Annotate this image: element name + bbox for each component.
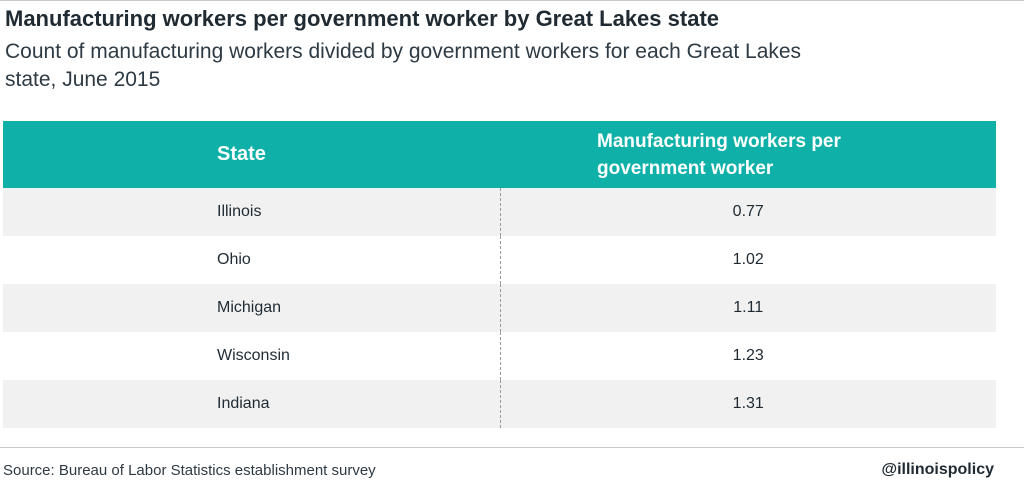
table-row: Wisconsin 1.23 [3,332,996,380]
column-header-ratio: Manufacturing workers per government wor… [500,121,996,188]
chart-title: Manufacturing workers per government wor… [5,6,720,31]
ratio-cell: 1.31 [500,380,996,428]
social-handle: @illinoispolicy [881,461,994,478]
chart-subtitle: Count of manufacturing workers divided b… [5,40,802,91]
table-body: Illinois 0.77 Ohio 1.02 Michigan 1.11 Wisconsi… [3,188,996,428]
state-cell: Michigan [3,284,501,332]
ratio-cell: 0.77 [500,188,996,236]
column-header-state: State [3,121,500,188]
bottom-divider [0,447,1024,448]
state-cell: Wisconsin [3,332,501,380]
column-header-ratio-text: Manufacturing workers per government wor… [597,130,841,179]
table-row: Michigan 1.11 [3,284,996,332]
ratio-cell: 1.23 [500,332,996,380]
state-cell: Ohio [3,236,501,284]
state-cell: Illinois [3,188,501,236]
source-note: Source: Bureau of Labor Statistics estab… [3,462,376,479]
data-table: State Manufacturing workers per governme… [3,121,996,428]
ratio-cell: 1.11 [500,284,996,332]
top-divider [0,0,1024,1]
table-row: Ohio 1.02 [3,236,996,284]
table-row: Illinois 0.77 [3,188,996,236]
table-header-row: State Manufacturing workers per governme… [3,121,996,188]
ratio-cell: 1.02 [500,236,996,284]
state-cell: Indiana [3,380,501,428]
table-row: Indiana 1.31 [3,380,996,428]
